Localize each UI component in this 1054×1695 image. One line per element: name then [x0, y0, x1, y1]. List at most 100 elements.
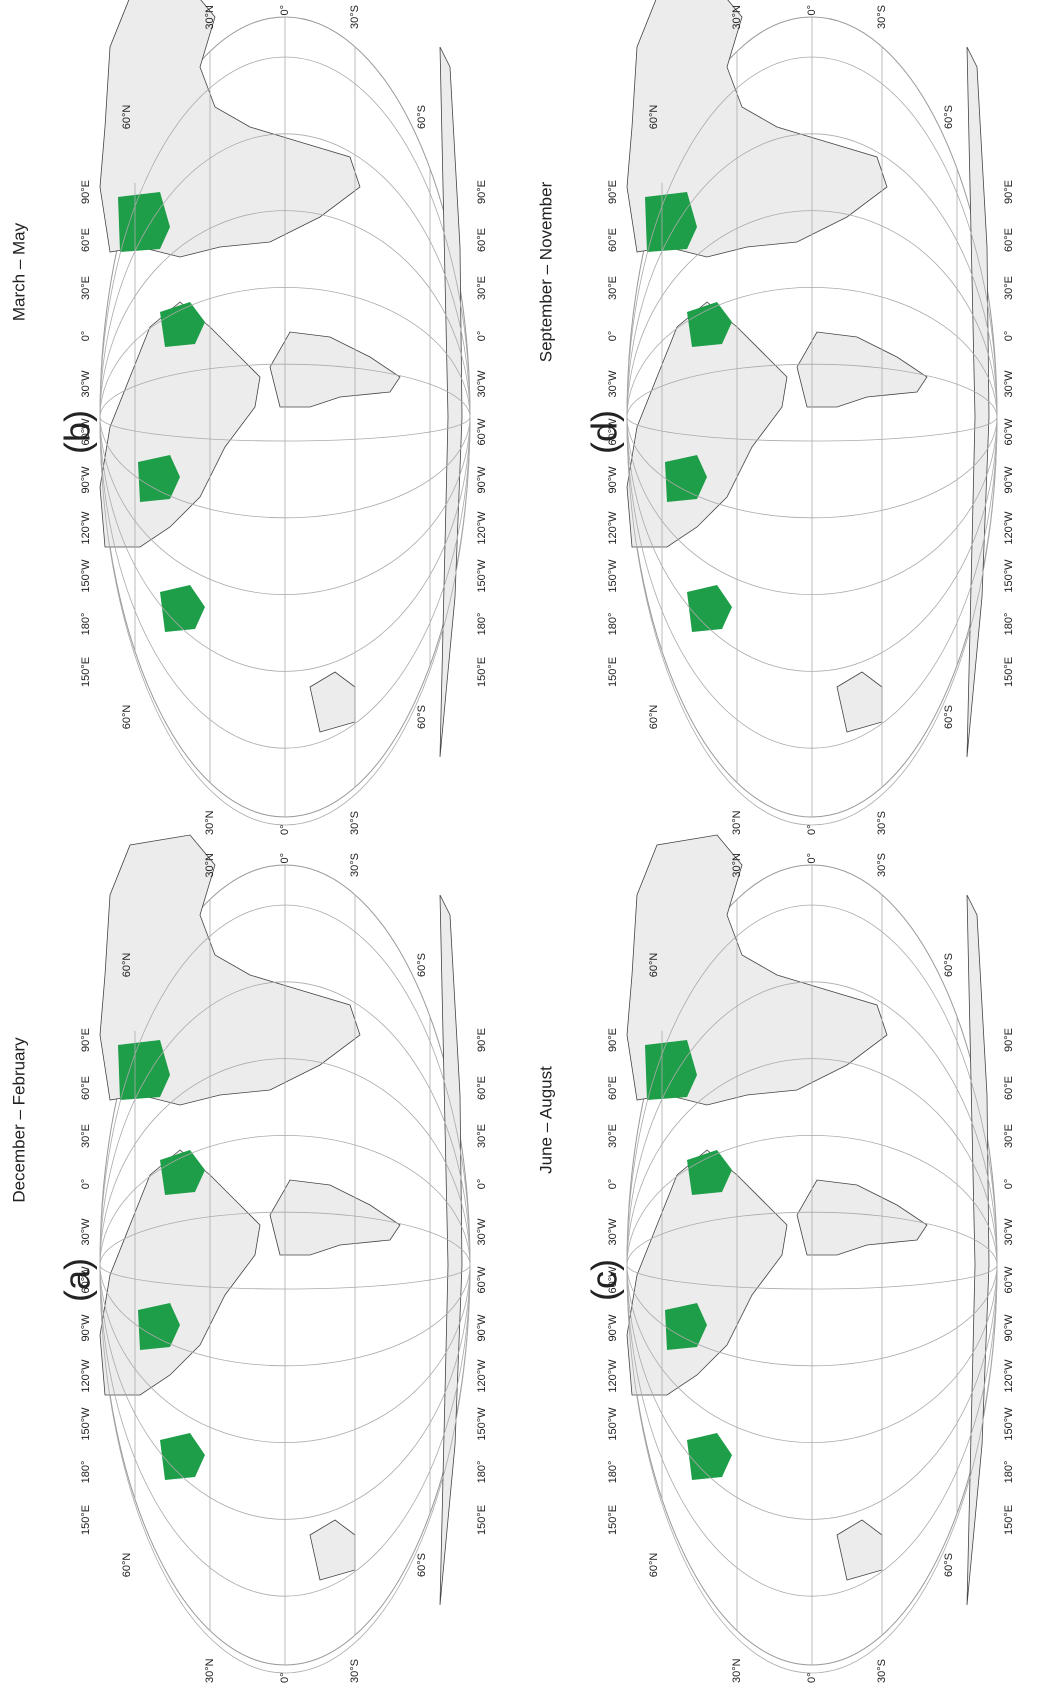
- meridian: [626, 56, 998, 418]
- lon-label: 30°E: [476, 1124, 488, 1148]
- meridian: [99, 1264, 471, 1520]
- lon-label: 30°E: [1003, 276, 1015, 300]
- lon-label: 150°W: [476, 1407, 488, 1441]
- lon-label: 30°W: [476, 370, 488, 398]
- lon-label: 120°W: [607, 1359, 619, 1393]
- lat-label: 60°N: [648, 705, 660, 730]
- lat-label: 60°N: [648, 953, 660, 978]
- lat-label: 0°: [279, 853, 291, 864]
- lon-label: 0°: [80, 1179, 92, 1190]
- meridian: [626, 1264, 998, 1290]
- lon-label: 60°W: [1003, 1266, 1015, 1294]
- lon-label: 60°W: [1003, 418, 1015, 446]
- meridian: [626, 133, 998, 418]
- meridian: [99, 1264, 471, 1674]
- landmass: [966, 894, 990, 1606]
- lon-label: 90°E: [80, 1028, 92, 1052]
- meridian: [626, 1264, 998, 1597]
- lon-label: 60°E: [607, 1076, 619, 1100]
- landmass: [626, 834, 888, 1106]
- lon-label: 30°W: [1003, 1218, 1015, 1246]
- lat-label: 30°S: [876, 853, 888, 877]
- meridian: [626, 363, 998, 418]
- green-region: [665, 1303, 707, 1350]
- lon-label: 30°W: [607, 1218, 619, 1246]
- meridian: [99, 904, 471, 1266]
- lon-label: 60°E: [80, 1076, 92, 1100]
- lon-label: 60°W: [607, 1266, 619, 1294]
- meridian: [99, 416, 471, 826]
- lat-label: 30°S: [349, 1659, 361, 1683]
- lon-label: 150°E: [80, 657, 92, 687]
- lon-label: 150°W: [1003, 559, 1015, 593]
- lon-label: 60°E: [607, 228, 619, 252]
- lon-label: 30°E: [607, 1124, 619, 1148]
- lon-label: 90°E: [1003, 1028, 1015, 1052]
- lat-label: 60°S: [416, 705, 428, 729]
- meridian: [99, 416, 471, 595]
- lon-label: 150°W: [80, 559, 92, 593]
- lat-label: 30°N: [204, 5, 216, 30]
- meridian: [626, 1135, 998, 1266]
- meridian: [99, 416, 471, 519]
- lat-label: 0°: [806, 5, 818, 16]
- lon-label: 150°W: [607, 1407, 619, 1441]
- lon-label: 120°W: [1003, 511, 1015, 545]
- lat-label: 60°S: [943, 1553, 955, 1577]
- lon-label: 90°W: [80, 466, 92, 494]
- lon-label: 60°W: [80, 1266, 92, 1294]
- meridian: [626, 1264, 998, 1520]
- lat-label: 0°: [806, 824, 818, 835]
- panel-label: (b): [57, 410, 98, 454]
- lon-label: 90°W: [607, 466, 619, 494]
- meridian: [99, 981, 471, 1266]
- lon-label: 120°W: [80, 1359, 92, 1393]
- lon-label: 90°W: [607, 1314, 619, 1342]
- meridian: [626, 1264, 998, 1674]
- lat-label: 30°S: [349, 811, 361, 835]
- lat-label: 60°N: [648, 105, 660, 130]
- lon-label: 0°: [80, 331, 92, 342]
- lat-label: 0°: [806, 853, 818, 864]
- meridian: [99, 1135, 471, 1266]
- lat-label: 0°: [806, 1672, 818, 1683]
- lon-label: 180°: [80, 1461, 92, 1484]
- lat-label: 0°: [279, 5, 291, 16]
- lon-label: 150°E: [607, 1505, 619, 1535]
- meridian: [626, 1264, 998, 1367]
- meridian: [99, 210, 471, 418]
- green-region: [687, 1433, 732, 1480]
- landmass: [269, 331, 401, 408]
- lon-label: 180°: [80, 613, 92, 636]
- lon-label: 30°E: [607, 276, 619, 300]
- landmass: [836, 1519, 883, 1581]
- green-region: [665, 455, 707, 502]
- lon-label: 150°E: [1003, 657, 1015, 687]
- landmass: [966, 46, 990, 758]
- green-region: [118, 1040, 170, 1100]
- lat-label: 30°N: [204, 1658, 216, 1683]
- lon-label: 150°W: [476, 559, 488, 593]
- lat-label: 60°N: [121, 953, 133, 978]
- lon-label: 150°E: [80, 1505, 92, 1535]
- lon-label: 60°E: [476, 228, 488, 252]
- lon-label: 0°: [1003, 1179, 1015, 1190]
- lon-label: 120°W: [476, 511, 488, 545]
- lon-label: 90°E: [607, 1028, 619, 1052]
- lat-label: 60°N: [121, 705, 133, 730]
- meridian: [626, 416, 998, 442]
- lon-label: 120°W: [476, 1359, 488, 1393]
- meridian: [626, 981, 998, 1266]
- lat-label: 60°S: [416, 953, 428, 977]
- lon-label: 90°E: [476, 1028, 488, 1052]
- lon-label: 30°E: [1003, 1124, 1015, 1148]
- panel-label: (a): [57, 1258, 98, 1302]
- lon-label: 90°E: [607, 180, 619, 204]
- lat-label: 30°N: [731, 810, 743, 835]
- lat-label: 60°S: [416, 1553, 428, 1577]
- lat-label: 30°S: [876, 1659, 888, 1683]
- map-panel: 150°E 150°E 180° 180° 150°W 150°W 120°W 120°W 90…: [9, 0, 488, 835]
- lat-label: 60°S: [943, 953, 955, 977]
- lon-label: 90°W: [1003, 1314, 1015, 1342]
